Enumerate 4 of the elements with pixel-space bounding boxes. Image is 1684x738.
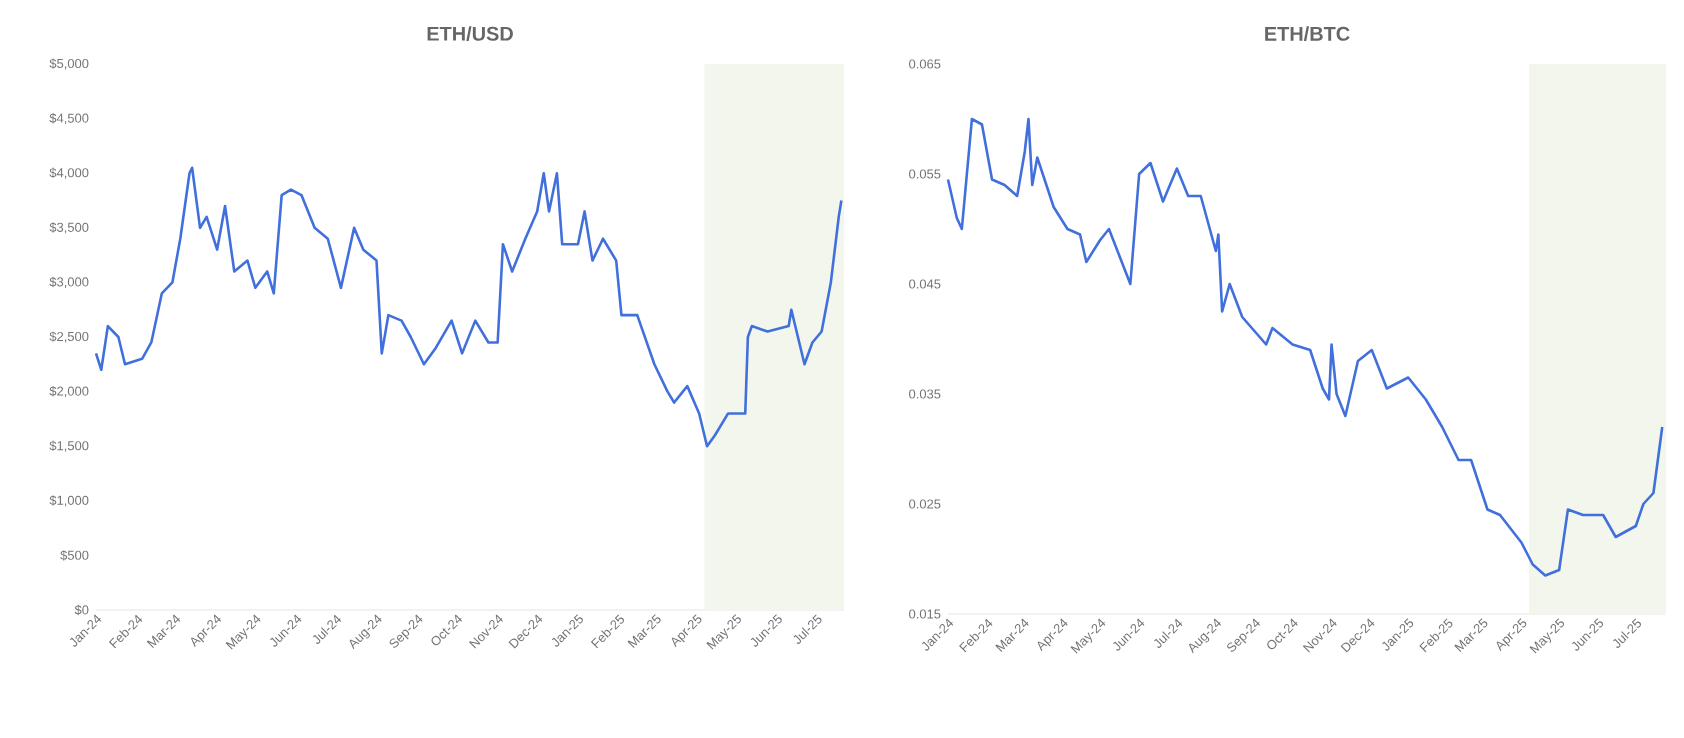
- chart-title: ETH/BTC: [1265, 26, 1350, 42]
- chart-title: ETH/USD: [427, 26, 513, 42]
- line-series: [946, 117, 1664, 577]
- line-series: [94, 166, 843, 448]
